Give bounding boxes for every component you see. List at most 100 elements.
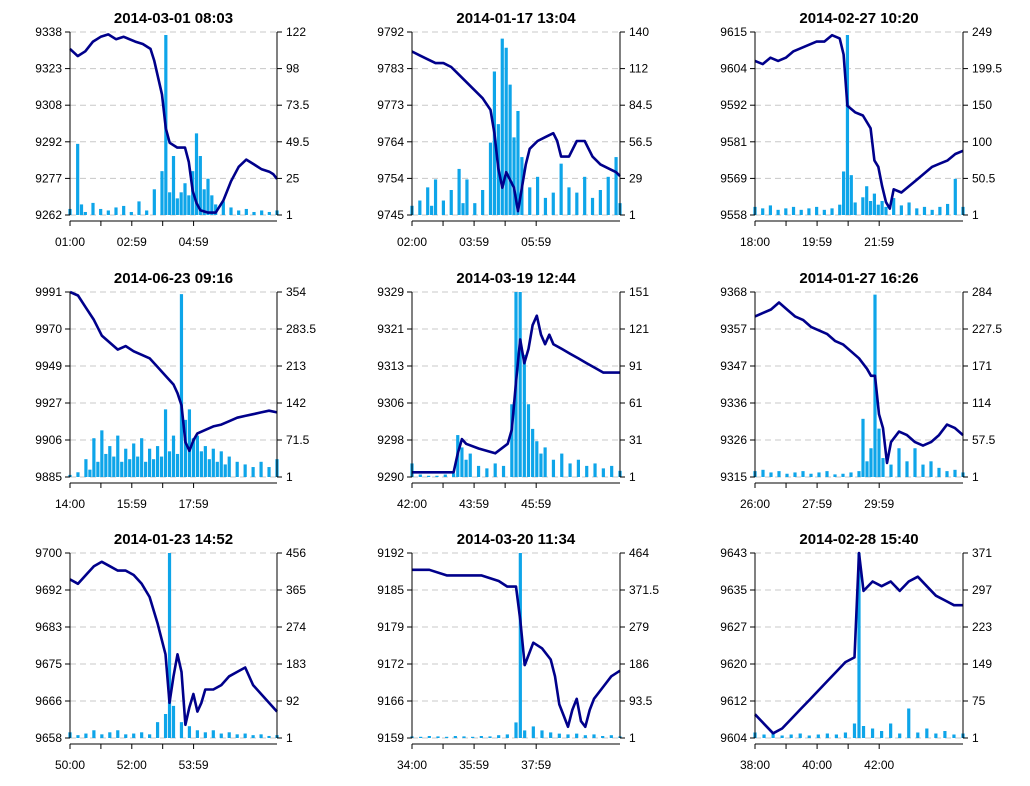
y-right-tick-label: 49.5 [286, 135, 310, 149]
x-tick-label: 45:59 [521, 497, 551, 511]
y-left-tick-label: 9885 [35, 470, 62, 484]
x-tick-label: 26:00 [740, 497, 770, 511]
y-right-tick-label: 1 [629, 731, 636, 745]
y-left-tick-label: 9277 [35, 171, 62, 185]
chart-title: 2014-01-23 14:52 [114, 531, 233, 548]
y-right-tick-label: 140 [629, 25, 649, 39]
y-right-tick-label: 71.5 [286, 433, 310, 447]
y-right-tick-label: 186 [629, 657, 649, 671]
y-left-tick-label: 9558 [720, 208, 747, 222]
y-right-tick-label: 56.5 [629, 135, 653, 149]
price-line [754, 301, 964, 465]
y-left-tick-label: 9970 [35, 322, 62, 336]
y-left-tick-label: 9692 [35, 583, 62, 597]
y-left-tick-label: 9643 [720, 546, 747, 560]
y-right-tick-label: 464 [629, 546, 649, 560]
x-tick-label: 53:59 [179, 758, 209, 772]
y-left-tick-label: 9336 [720, 396, 747, 410]
x-tick-label: 52:00 [117, 758, 147, 772]
chart-panel-7: 9700 9692 9683 9675 9666 9658 456 365 274 183 92 1 5… [35, 531, 306, 772]
chart-panel-4: 9991 9970 9949 9927 9906 9885 354 283.5 213 142 71… [35, 270, 316, 511]
price-line [412, 568, 621, 729]
y-right-tick-label: 149 [972, 657, 992, 671]
chart-panel-9: 9643 9635 9627 9620 9612 9604 371 297 223 149 75 1 3… [720, 531, 992, 772]
y-right-tick-label: 365 [286, 583, 306, 597]
y-left-tick-label: 9683 [35, 620, 62, 634]
y-left-tick-label: 9315 [720, 470, 747, 484]
y-right-tick-label: 354 [286, 285, 306, 299]
y-left-tick-label: 9666 [35, 694, 62, 708]
y-right-tick-label: 171 [972, 359, 992, 373]
x-tick-label: 50:00 [55, 758, 85, 772]
chart-panel-6: 9368 9357 9347 9336 9326 9315 284 227.5 171 114 57… [720, 270, 1002, 511]
chart-title: 2014-02-27 10:20 [799, 10, 918, 27]
y-right-tick-label: 199.5 [972, 62, 1002, 76]
y-right-tick-label: 98 [286, 62, 300, 76]
y-right-tick-label: 1 [972, 731, 979, 745]
y-left-tick-label: 9166 [377, 694, 404, 708]
y-left-tick-label: 9592 [720, 98, 747, 112]
price-line [754, 551, 963, 735]
y-right-tick-label: 183 [286, 657, 306, 671]
price-line [754, 33, 964, 210]
y-right-tick-label: 29 [629, 171, 643, 185]
y-right-tick-label: 25 [286, 171, 300, 185]
y-left-tick-label: 9612 [720, 694, 747, 708]
x-tick-label: 34:00 [397, 758, 427, 772]
y-left-tick-label: 9262 [35, 208, 62, 222]
y-left-tick-label: 9658 [35, 731, 62, 745]
y-left-tick-label: 9949 [35, 359, 62, 373]
x-tick-label: 04:59 [179, 235, 209, 249]
y-right-tick-label: 1 [286, 208, 293, 222]
y-right-tick-label: 1 [972, 470, 979, 484]
price-line [69, 33, 279, 214]
chart-title: 2014-03-19 12:44 [456, 270, 576, 287]
y-left-tick-label: 9604 [720, 731, 747, 745]
x-tick-label: 15:59 [117, 497, 147, 511]
y-left-tick-label: 9172 [377, 657, 404, 671]
y-left-tick-label: 9773 [377, 98, 404, 112]
y-left-tick-label: 9347 [720, 359, 747, 373]
y-left-tick-label: 9745 [377, 208, 404, 222]
y-right-tick-label: 1 [286, 470, 293, 484]
x-tick-label: 17:59 [179, 497, 209, 511]
y-left-tick-label: 9754 [377, 171, 404, 185]
chart-title: 2014-03-01 08:03 [114, 10, 233, 27]
y-right-tick-label: 279 [629, 620, 649, 634]
x-tick-label: 02:00 [397, 235, 427, 249]
y-left-tick-label: 9313 [377, 359, 404, 373]
y-left-tick-label: 9329 [377, 285, 404, 299]
y-left-tick-label: 9308 [35, 98, 62, 112]
y-right-tick-label: 223 [972, 620, 992, 634]
y-right-tick-label: 92 [286, 694, 300, 708]
chart-panel-3: 9615 9604 9592 9581 9569 9558 249 199.5 150 100 50… [720, 10, 1002, 249]
y-right-tick-label: 1 [286, 731, 293, 745]
y-right-tick-label: 100 [972, 135, 992, 149]
y-left-tick-label: 9338 [35, 25, 62, 39]
x-tick-label: 14:00 [55, 497, 85, 511]
price-line [411, 50, 621, 213]
x-tick-label: 27:59 [802, 497, 832, 511]
y-left-tick-label: 9159 [377, 731, 404, 745]
y-right-tick-label: 75 [972, 694, 986, 708]
y-left-tick-label: 9192 [377, 546, 404, 560]
y-right-tick-label: 150 [972, 98, 992, 112]
price-line [69, 560, 278, 727]
y-right-tick-label: 284 [972, 285, 992, 299]
y-right-tick-label: 371 [972, 546, 992, 560]
y-left-tick-label: 9627 [720, 620, 747, 634]
x-tick-label: 05:59 [521, 235, 551, 249]
x-tick-label: 03:59 [459, 235, 489, 249]
y-right-tick-label: 371.5 [629, 583, 659, 597]
y-right-tick-label: 112 [629, 62, 648, 76]
y-left-tick-label: 9321 [377, 322, 404, 336]
y-left-tick-label: 9635 [720, 583, 747, 597]
x-tick-label: 35:59 [459, 758, 489, 772]
y-right-tick-label: 142 [286, 396, 306, 410]
x-tick-label: 29:59 [864, 497, 894, 511]
price-line [69, 290, 278, 453]
y-left-tick-label: 9615 [720, 25, 747, 39]
y-left-tick-label: 9326 [720, 433, 747, 447]
chart-panel-1: 9338 9323 9308 9292 9277 9262 122 98 73.5 49.5 25 1… [35, 10, 309, 249]
